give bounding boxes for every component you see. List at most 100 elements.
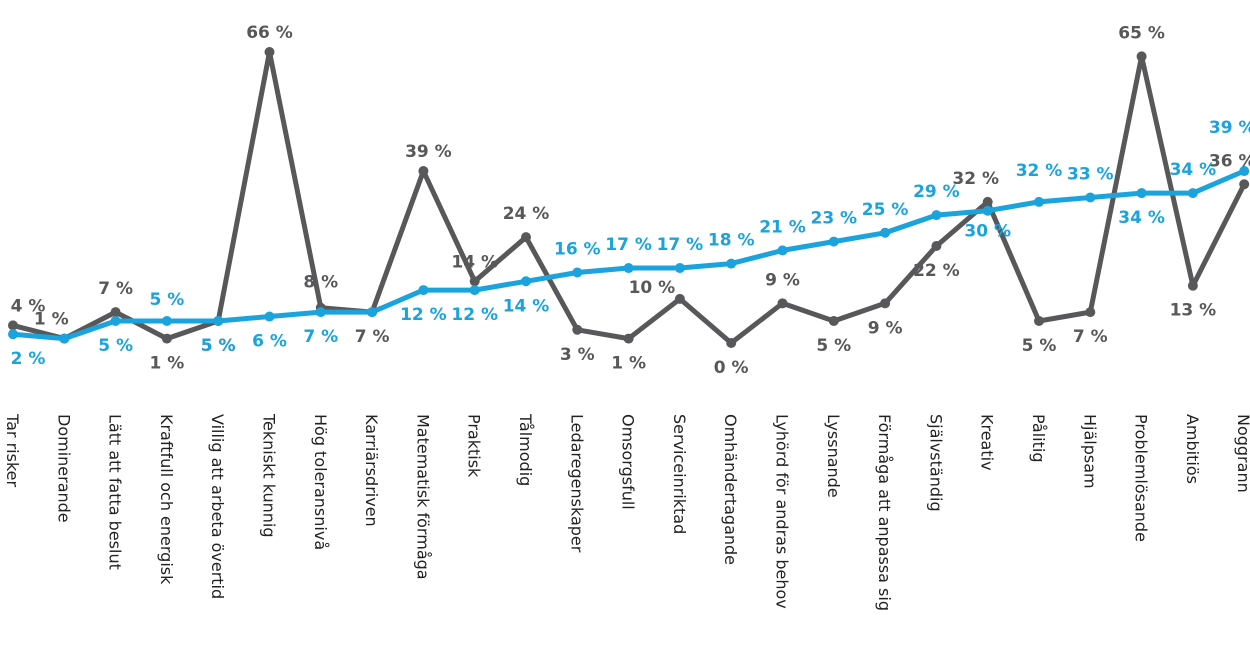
data-point (418, 285, 429, 296)
data-point (623, 333, 634, 344)
x-tick-label: Omhändertagande (721, 414, 740, 565)
x-tick-label: Omsorgsfull (619, 414, 638, 510)
data-point (931, 241, 942, 251)
data-label: 5 % (1022, 336, 1057, 356)
x-tick-label: Matematisk förmåga (413, 414, 432, 580)
x-tick-label: Kreativ (978, 414, 997, 471)
x-tick-label: Karriärsdriven (362, 414, 381, 527)
data-label: 32 % (952, 169, 999, 189)
x-tick-label: Lyssnande (824, 414, 843, 498)
data-label: 25 % (862, 200, 909, 220)
data-label: 36 % (1209, 151, 1250, 171)
data-point (777, 298, 788, 309)
series-line-0 (10, 49, 1247, 346)
x-tick-label: Praktisk (465, 414, 484, 478)
data-point (469, 285, 480, 296)
data-point (674, 293, 685, 304)
data-point (880, 298, 891, 309)
data-point (1239, 179, 1250, 190)
x-tick-label: Tar risker (3, 413, 22, 487)
data-point (1239, 166, 1250, 177)
data-point (777, 245, 788, 256)
data-point (1085, 192, 1096, 203)
data-label: 5 % (201, 336, 236, 356)
data-point (726, 258, 737, 269)
data-label: 5 % (201, 336, 236, 356)
data-label: 7 % (355, 327, 390, 347)
data-point (8, 329, 18, 340)
x-tick-label: Pålitig (1029, 414, 1048, 463)
series-lines (10, 49, 1247, 346)
data-point (161, 333, 172, 344)
data-point (1187, 280, 1198, 291)
data-label: 22 % (913, 261, 960, 281)
x-tick-label: Förmåga att anpassa sig (875, 414, 894, 611)
data-label: 1 % (611, 354, 646, 374)
data-label: 7 % (98, 279, 133, 299)
data-label: 1 % (34, 310, 69, 330)
data-label: 5 % (98, 336, 133, 356)
data-point (469, 276, 480, 287)
data-label: 2 % (11, 349, 46, 369)
data-label: 32 % (1016, 161, 1063, 181)
data-point (572, 267, 583, 278)
data-point (367, 307, 378, 318)
data-point (59, 333, 70, 344)
data-labels: 4 %1 %7 %1 %5 %66 %8 %7 %39 %14 %24 %3 %… (11, 23, 1250, 378)
data-point (982, 205, 993, 216)
data-point (110, 315, 121, 326)
series-points (8, 47, 1250, 348)
x-tick-label: Självständig (926, 414, 945, 512)
x-axis-tick-labels: Tar risker Dominerande Lätt att fatta besl… (3, 413, 1250, 611)
data-label: 3 % (560, 345, 595, 365)
data-point (315, 307, 326, 318)
data-point (828, 315, 839, 326)
data-point (1136, 51, 1147, 62)
data-label: 6 % (252, 332, 287, 352)
data-label: 29 % (913, 182, 960, 202)
data-point (521, 232, 531, 243)
data-label: 0 % (714, 358, 749, 378)
data-label: 5 % (816, 336, 851, 356)
x-tick-label: Hög toleransnivå (311, 414, 330, 550)
x-tick-label: Lyhörd för andras behov (773, 414, 792, 609)
data-point (8, 320, 18, 331)
data-label: 30 % (964, 222, 1011, 242)
data-label: 13 % (1170, 301, 1217, 321)
data-point (161, 315, 172, 326)
data-label: 34 % (1118, 208, 1165, 228)
data-point (982, 196, 993, 207)
data-point (726, 338, 737, 348)
data-label: 34 % (1170, 160, 1217, 180)
data-point (1034, 315, 1044, 326)
data-point (880, 227, 891, 238)
data-point (1187, 188, 1198, 199)
x-tick-label: Hjälpsam (1080, 414, 1099, 489)
data-point (623, 263, 634, 274)
x-tick-label: Ambitiös (1183, 414, 1202, 484)
data-label: 24 % (503, 204, 550, 224)
data-label: 33 % (1067, 165, 1114, 185)
x-tick-label: Tålmodig (516, 413, 535, 486)
data-label: 5 % (150, 290, 185, 310)
data-point (1085, 307, 1096, 318)
x-tick-label: Noggrann (1234, 414, 1250, 493)
data-label: 39 % (405, 142, 452, 162)
data-point (213, 315, 224, 326)
data-label: 10 % (629, 278, 676, 298)
data-point (1034, 196, 1044, 207)
x-tick-label: Tekniskt kunnig (260, 413, 279, 538)
data-label: 16 % (554, 239, 601, 259)
x-tick-label: Villig att arbeta övertid (208, 414, 227, 599)
data-point (674, 263, 685, 274)
data-point (110, 307, 121, 318)
data-label: 17 % (605, 235, 652, 255)
x-tick-label: Dominerande (54, 414, 73, 523)
data-label: 7 % (1073, 327, 1108, 347)
data-label: 65 % (1118, 23, 1165, 43)
data-label: 9 % (765, 270, 800, 290)
data-point (931, 210, 942, 221)
data-label: 9 % (868, 318, 903, 338)
data-label: 17 % (657, 235, 704, 255)
